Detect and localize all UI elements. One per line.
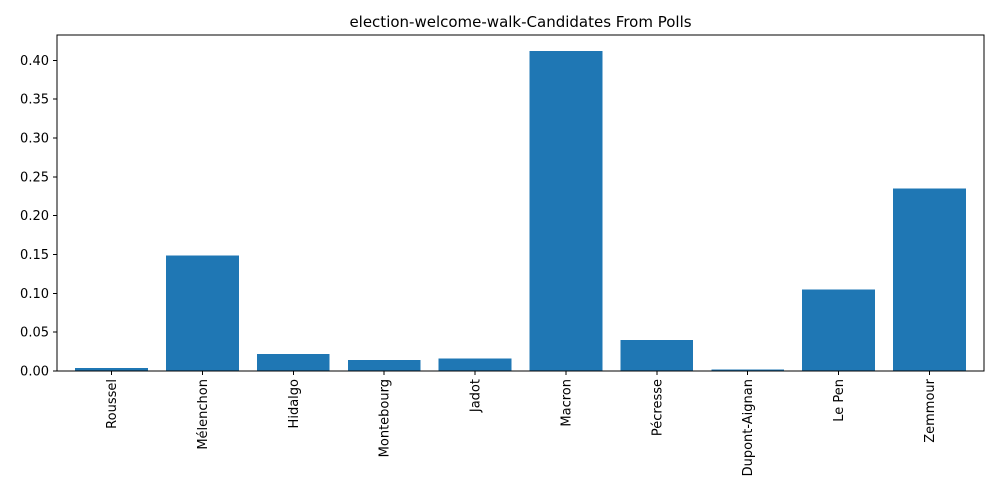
bar-hidalgo bbox=[256, 353, 330, 371]
y-tick-label: 0.15 bbox=[20, 248, 49, 263]
y-axis: 0.00 0.05 0.10 0.15 0.20 0.25 0.30 0.35 0.40 bbox=[20, 54, 57, 380]
y-tick-label: 0.05 bbox=[20, 326, 49, 341]
x-tick-label: Hidalgo bbox=[287, 379, 302, 428]
plot-frame bbox=[56, 34, 985, 372]
y-tick-label: 0.00 bbox=[20, 365, 49, 380]
bar-dupont-aignan bbox=[711, 369, 785, 371]
bar-jadot bbox=[438, 358, 512, 371]
y-tick-label: 0.40 bbox=[20, 54, 49, 69]
bar-montebourg bbox=[347, 360, 421, 371]
x-tick-label: Macron bbox=[559, 379, 574, 427]
bar-m-lenchon bbox=[166, 255, 239, 371]
y-tick-label: 0.10 bbox=[20, 287, 49, 302]
y-tick-label: 0.20 bbox=[20, 209, 49, 224]
x-tick-label: Pécresse bbox=[650, 379, 665, 436]
chart-title: election-welcome-walk-Candidates From Po… bbox=[349, 13, 691, 31]
x-tick-label: Le Pen bbox=[832, 379, 847, 422]
bar-le-pen bbox=[802, 289, 875, 371]
bars bbox=[75, 50, 966, 372]
bar-macron bbox=[529, 50, 603, 372]
x-tick-label: Jadot bbox=[469, 379, 484, 413]
y-tick-label: 0.30 bbox=[20, 131, 49, 146]
x-tick-label: Montebourg bbox=[378, 379, 393, 457]
x-tick-label: Mélenchon bbox=[196, 379, 211, 450]
y-tick-label: 0.35 bbox=[20, 93, 49, 108]
bar-roussel bbox=[75, 367, 148, 371]
plot-border bbox=[56, 34, 985, 372]
bar-p-cresse bbox=[620, 339, 694, 371]
bar-zemmour bbox=[893, 188, 966, 371]
x-tick-label: Dupont-Aignan bbox=[741, 379, 756, 476]
x-axis: Roussel Mélenchon Hidalgo Montebourg Jadot Ma… bbox=[105, 371, 938, 476]
y-tick-label: 0.25 bbox=[20, 170, 49, 185]
x-tick-label: Zemmour bbox=[923, 378, 938, 442]
x-tick-label: Roussel bbox=[105, 379, 120, 429]
